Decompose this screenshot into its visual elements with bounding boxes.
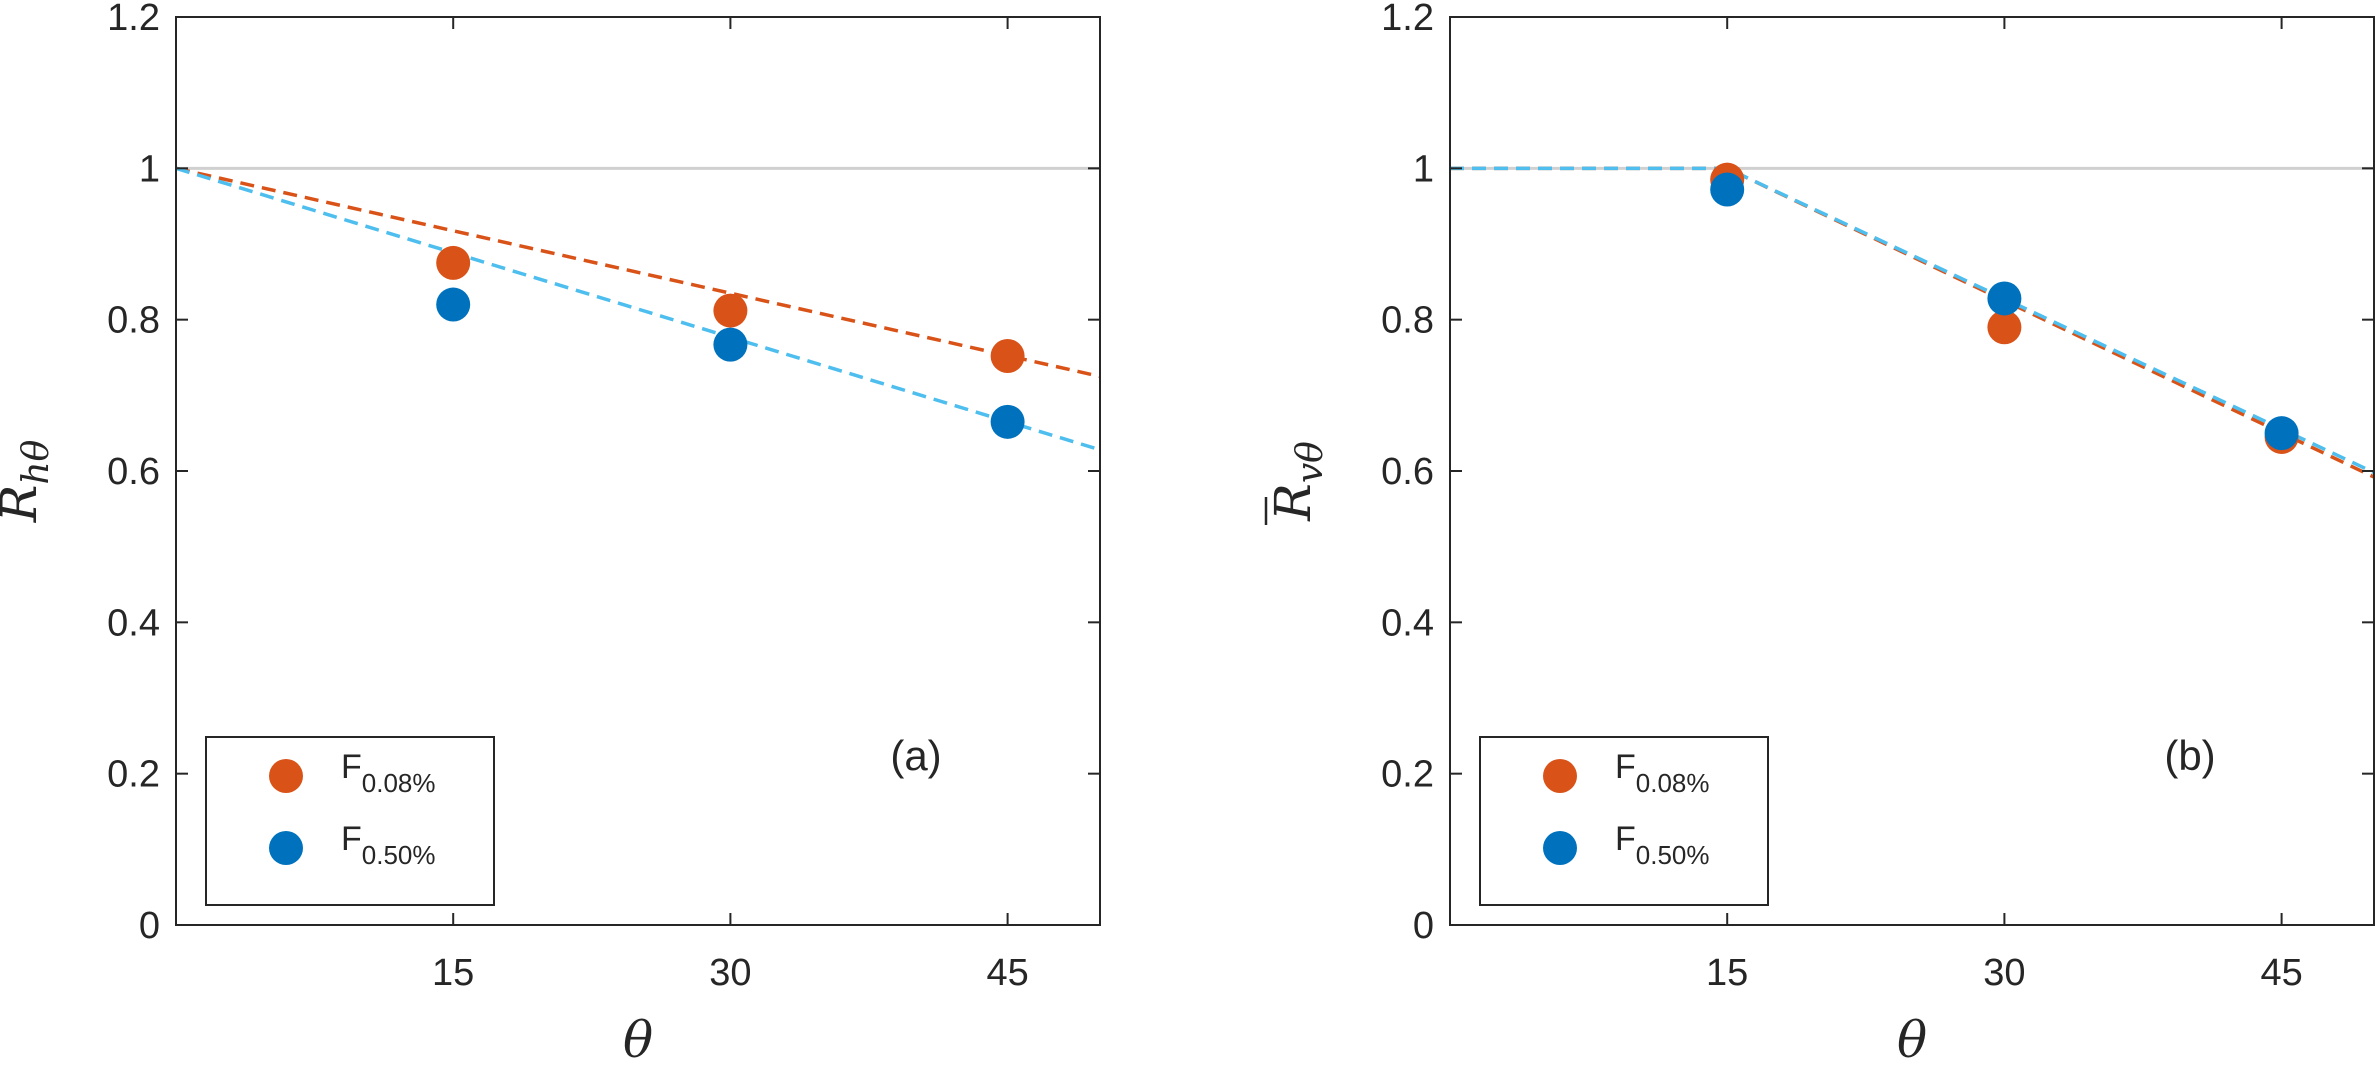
y-tick-label: 0 bbox=[139, 905, 160, 947]
legend-label-name: F bbox=[341, 820, 362, 858]
data-point-series-0-1 bbox=[1987, 310, 2022, 345]
fit-line-series-0 bbox=[175, 166, 1101, 379]
legend-marker-series-1 bbox=[269, 831, 303, 865]
y-tick-label: 0.2 bbox=[1381, 754, 1434, 796]
y-tick-label: 0 bbox=[1413, 905, 1434, 947]
legend-marker-series-1 bbox=[1543, 831, 1577, 865]
y-axis-label-main: R bbox=[0, 485, 48, 524]
legend-label-series-0: F0.08% bbox=[341, 748, 436, 798]
y-axis-label-text: Rvθ bbox=[1264, 441, 1331, 522]
x-tick-label: 15 bbox=[1706, 952, 1748, 994]
legend-box bbox=[1479, 736, 1769, 906]
y-tick-label: 0.6 bbox=[107, 451, 160, 493]
legend-label-sub: 0.50% bbox=[1636, 840, 1710, 870]
legend-marker-series-0 bbox=[269, 759, 303, 793]
x-tick-label: 45 bbox=[986, 952, 1028, 994]
panel-label: (a) bbox=[890, 732, 941, 779]
x-axis-label: θ bbox=[1897, 1011, 1927, 1069]
chart-panel-a: 00.20.40.60.811.2153045θRhθ(a)F0.08%F0.5… bbox=[0, 0, 1101, 1069]
legend-marker-series-0 bbox=[1543, 759, 1577, 793]
y-tick-label: 0.4 bbox=[1381, 602, 1434, 644]
fit-line-series-0 bbox=[1450, 166, 2375, 479]
chart-panel-b: 00.20.40.60.811.215 30 45θRvθ(b)F0.08%F0.5… bbox=[1264, 0, 2375, 1069]
y-tick-label: 1.2 bbox=[1381, 0, 1434, 39]
x-tick-label: 45 bbox=[2260, 952, 2302, 994]
data-point-series-1-0 bbox=[1710, 172, 1745, 207]
fit-line-series-1 bbox=[1450, 166, 2375, 475]
legend-label-series-1: F0.50% bbox=[341, 820, 436, 870]
y-axis-label-main: R bbox=[1264, 483, 1322, 522]
legend-label-sub: 0.08% bbox=[1636, 768, 1710, 798]
y-tick-label: 0.4 bbox=[107, 602, 160, 644]
data-point-series-1-0 bbox=[436, 287, 471, 322]
data-point-series-1-2 bbox=[990, 404, 1025, 439]
data-point-series-0-1 bbox=[713, 293, 748, 328]
y-tick-label: 0.8 bbox=[107, 300, 160, 342]
x-tick-label: 30 bbox=[1983, 952, 2025, 994]
legend-label-sub: 0.08% bbox=[362, 768, 436, 798]
y-axis-label-sub: hθ bbox=[16, 439, 57, 484]
y-axis-label: Rvθ bbox=[1264, 441, 1331, 525]
legend-label-sub: 0.50% bbox=[362, 840, 436, 870]
data-point-series-1-1 bbox=[713, 327, 748, 362]
legend-box bbox=[205, 736, 495, 906]
legend-label-name: F bbox=[1615, 820, 1636, 858]
panel-label: (b) bbox=[2164, 732, 2215, 779]
data-point-series-0-2 bbox=[990, 338, 1025, 373]
legend-label-name: F bbox=[1615, 748, 1636, 786]
y-axis-label: Rhθ bbox=[0, 439, 57, 523]
y-tick-label: 1 bbox=[139, 148, 160, 190]
y-tick-label: 1 bbox=[1413, 148, 1434, 190]
x-tick-label: 30 bbox=[709, 952, 751, 994]
legend: F0.08%F0.50% bbox=[1479, 736, 1769, 906]
data-point-series-1-1 bbox=[1987, 281, 2022, 316]
y-axis-label-text: Rhθ bbox=[0, 439, 57, 523]
data-point-series-1-2 bbox=[2264, 416, 2299, 451]
x-axis-label: θ bbox=[623, 1011, 653, 1069]
y-tick-label: 0.2 bbox=[107, 754, 160, 796]
x-tick-label: 15 bbox=[432, 952, 474, 994]
legend: F0.08%F0.50% bbox=[205, 736, 495, 906]
fit-line-series-1 bbox=[175, 166, 1101, 452]
y-tick-label: 1.2 bbox=[107, 0, 160, 39]
data-point-series-0-0 bbox=[436, 245, 471, 280]
legend-label-series-1: F0.50% bbox=[1615, 820, 1710, 870]
legend-label-series-0: F0.08% bbox=[1615, 748, 1710, 798]
legend-label-name: F bbox=[341, 748, 362, 786]
y-axis-label-sub: vθ bbox=[1290, 441, 1331, 483]
y-tick-label: 0.8 bbox=[1381, 300, 1434, 342]
y-tick-label: 0.6 bbox=[1381, 451, 1434, 493]
